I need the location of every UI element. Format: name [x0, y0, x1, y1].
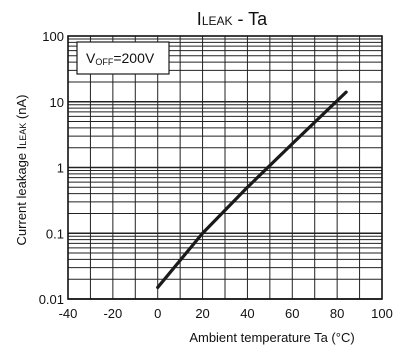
x-tick-label: 40 — [240, 306, 254, 321]
y-axis-label: Current leakage ILEAK (nA) — [14, 95, 29, 246]
data-point — [246, 186, 249, 189]
plot-frame — [67, 35, 383, 300]
x-tick-label: 80 — [330, 306, 344, 321]
title-sub: LEAK — [202, 14, 233, 28]
y-tick-label: 0.01 — [39, 292, 64, 307]
ylabel-sub: LEAK — [18, 123, 28, 146]
x-tick-label: 0 — [154, 306, 161, 321]
y-tick-label: 10 — [50, 95, 64, 110]
x-tick-label: 100 — [371, 306, 393, 321]
x-tick-label: -20 — [103, 306, 122, 321]
annotation-label: VOFF=200V — [86, 50, 155, 67]
annotation-main: V — [86, 50, 96, 66]
annotation-box: VOFF=200V — [76, 41, 170, 75]
x-tick-label: -40 — [59, 306, 78, 321]
title-rest: - Ta — [233, 9, 269, 29]
plot-area: -40 -20 0 20 40 60 80 100 0.01 0.1 1 10 100 — [39, 29, 393, 321]
y-tick-label: 100 — [42, 29, 64, 44]
data-point — [156, 286, 159, 289]
data-point — [201, 232, 204, 235]
ylabel-pre: Current leakage I — [14, 146, 29, 246]
y-tick-label: 1 — [57, 161, 64, 176]
chart-title: ILEAK - Ta — [197, 9, 268, 29]
annotation-rest: =200V — [113, 50, 155, 66]
ylabel-post: (nA) — [14, 95, 29, 123]
x-axis-label: Ambient temperature Ta (°C) — [189, 330, 354, 345]
annotation-sub: OFF — [95, 57, 113, 67]
data-point — [345, 91, 347, 93]
data-point — [291, 142, 294, 145]
x-tick-label: 20 — [195, 306, 209, 321]
title-main: I — [197, 9, 202, 29]
x-tick-label: 60 — [285, 306, 299, 321]
y-tick-label: 0.1 — [46, 226, 64, 241]
